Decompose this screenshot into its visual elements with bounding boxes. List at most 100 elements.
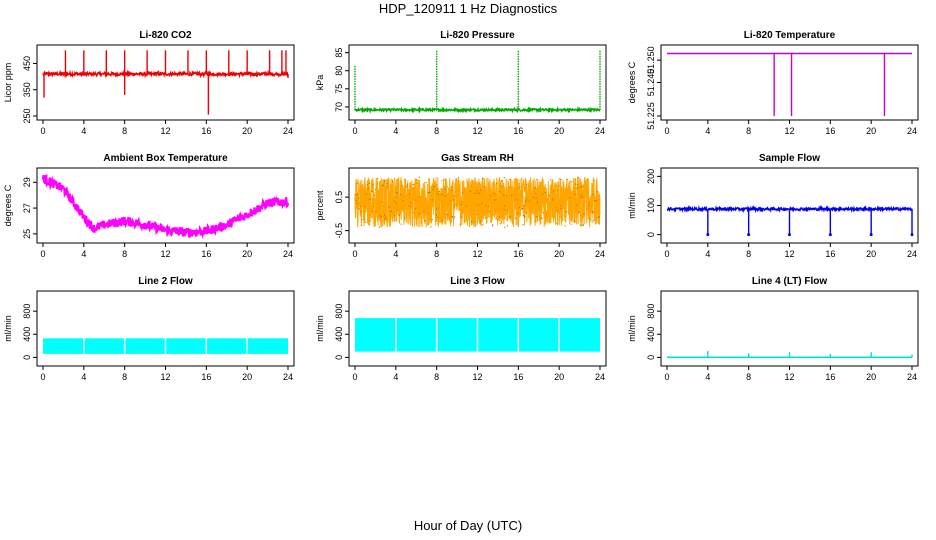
plot-frame [36, 290, 295, 367]
series-point [582, 185, 584, 187]
series-point [369, 220, 372, 222]
x-tick-label: 20 [554, 249, 564, 259]
series-point [528, 200, 530, 203]
chart-title: Line 3 Flow [450, 276, 505, 287]
series-point [525, 199, 527, 201]
chart-panel-8: Line 3 Flow ml/min 0 4 8 12 16 20 24 0 400 800 [315, 276, 607, 382]
x-tick-label: 8 [122, 126, 127, 136]
series-point [469, 190, 471, 192]
series-point [453, 217, 455, 220]
series-point [479, 221, 481, 223]
dip-point [910, 233, 914, 237]
y-tick-label: 800 [334, 304, 344, 319]
chart-panel-2: Li-820 Pressure kPa 0 4 8 12 16 20 24 70 75 80 85 [315, 30, 607, 136]
series-point [522, 224, 524, 226]
series-point [415, 179, 417, 181]
x-tick-label: 24 [907, 249, 917, 259]
dip-point [869, 233, 873, 237]
series-point [503, 205, 506, 207]
x-tick-label: 4 [81, 126, 86, 136]
series-point [496, 218, 499, 221]
series-point [454, 216, 456, 218]
y-tick-label: 0 [334, 355, 344, 360]
y-axis-label: degrees C [627, 61, 637, 103]
y-axis-label: degrees C [3, 184, 13, 226]
series-point [413, 212, 415, 214]
series-point [408, 205, 410, 207]
series-point [356, 182, 358, 184]
x-tick-label: 4 [81, 249, 86, 259]
series-point [536, 201, 539, 203]
x-tick-label: 16 [513, 249, 523, 259]
series-point [392, 180, 394, 182]
x-tick-label: 0 [352, 249, 357, 259]
x-tick-label: 12 [784, 372, 794, 382]
x-tick-label: 24 [595, 126, 605, 136]
x-tick-label: 20 [866, 126, 876, 136]
x-tick-label: 24 [283, 249, 293, 259]
series-point [495, 218, 497, 220]
series-point [396, 191, 398, 194]
series-point [388, 206, 390, 208]
series-point [427, 213, 430, 215]
series-line [41, 173, 290, 240]
figure-title: HDP_120911 1 Hz Diagnostics [378, 1, 558, 16]
y-axis-label: ml/min [627, 192, 637, 219]
series-point [577, 176, 579, 178]
series-point [570, 223, 572, 225]
y-axis-label: Licor ppm [3, 63, 13, 103]
x-tick-label: 8 [434, 249, 439, 259]
series-point [481, 177, 483, 180]
chart-panel-4: Ambient Box Temperature degrees C 0 4 8 12 16 2… [3, 153, 295, 259]
series-point [406, 185, 408, 187]
series-point [437, 193, 440, 195]
y-axis-label: kPa [315, 75, 325, 91]
series-point [566, 211, 568, 213]
series-point [506, 225, 509, 227]
x-tick-label: 16 [201, 372, 211, 382]
series-point [367, 187, 369, 189]
y-tick-label: 450 [22, 56, 32, 71]
series-point [482, 178, 484, 180]
series-point [570, 181, 572, 183]
series-point [558, 178, 560, 180]
y-tick-label: 100 [646, 198, 656, 213]
x-tick-label: 0 [664, 249, 669, 259]
series-point [381, 201, 383, 203]
data-layer [43, 338, 288, 354]
data-layer [355, 318, 600, 352]
series-point [383, 181, 386, 183]
series-point [471, 221, 473, 223]
y-tick-label: 0.5 [334, 191, 344, 204]
x-tick-label: 0 [352, 126, 357, 136]
series-point [491, 225, 494, 227]
series-point [498, 216, 500, 218]
series-point [366, 183, 368, 186]
series-point [403, 179, 406, 181]
series-point [488, 210, 491, 212]
series-point [505, 195, 507, 197]
series-point [445, 188, 447, 190]
series-point [509, 178, 511, 181]
series-point [409, 202, 412, 204]
series-point [583, 213, 585, 215]
y-tick-label: 29 [22, 177, 32, 187]
x-tick-label: 20 [242, 126, 252, 136]
y-tick-label: 200 [646, 169, 656, 184]
series-point [542, 212, 545, 214]
series-point [535, 197, 537, 199]
series-point [368, 182, 370, 184]
series-point [569, 197, 571, 199]
series-point [402, 199, 404, 202]
series-point [428, 191, 430, 193]
y-tick-label: 70 [334, 102, 344, 112]
series-point [438, 190, 440, 193]
series-point [431, 218, 434, 221]
series-point [452, 194, 454, 197]
chart-panel-7: Line 2 Flow ml/min 0 4 8 12 16 20 24 0 400 800 [3, 276, 295, 382]
series-point [391, 210, 393, 212]
series-point [360, 224, 362, 226]
y-axis-label: percent [315, 190, 325, 221]
plot-frame [660, 44, 919, 121]
x-tick-label: 0 [40, 372, 45, 382]
